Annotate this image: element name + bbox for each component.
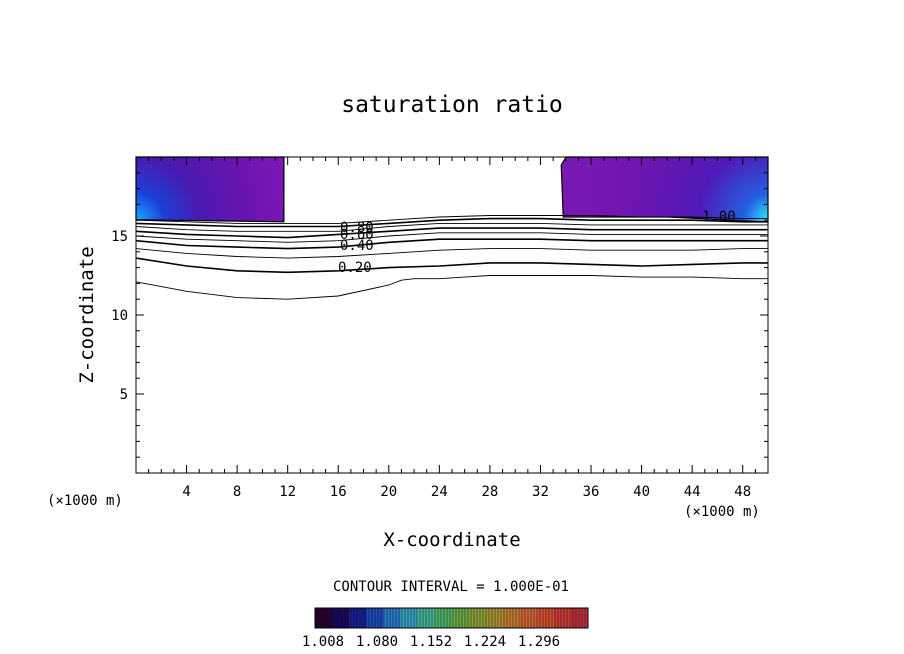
x-tick-label: 20 xyxy=(380,484,397,500)
x-tick-label: 44 xyxy=(684,484,701,500)
y-tick-labels: 5 10 15 xyxy=(111,229,128,403)
shaded-regions xyxy=(136,157,768,222)
contour-label: 0.40 xyxy=(340,238,374,254)
x-tick-labels: 4 8 12 16 20 24 28 32 36 40 44 48 xyxy=(182,484,751,500)
colorbar-swatch xyxy=(571,608,589,628)
colorbar-swatch xyxy=(503,608,521,628)
y-tick-label: 10 xyxy=(111,308,128,324)
colorbar-swatch xyxy=(554,608,572,628)
x-unit-label: (×1000 m) xyxy=(684,504,760,520)
x-tick-label: 24 xyxy=(431,484,448,500)
colorbar-swatch xyxy=(332,608,350,628)
colorbar-swatch xyxy=(486,608,504,628)
x-tick-label: 40 xyxy=(633,484,650,500)
y-axis-title: Z-coordinate xyxy=(76,246,98,383)
x-tick-label: 12 xyxy=(279,484,296,500)
colorbar-swatch xyxy=(434,608,452,628)
shaded-region-right xyxy=(561,157,768,222)
contour-label: 0.20 xyxy=(338,260,372,276)
y-tick-label: 5 xyxy=(120,387,128,403)
colorbar-tick-label: 1.152 xyxy=(410,634,452,650)
contour-interval-label: CONTOUR INTERVAL = 1.000E-01 xyxy=(333,579,569,595)
x-axis-title: X-coordinate xyxy=(383,529,520,551)
contour-line xyxy=(136,249,768,259)
x-tick-label: 28 xyxy=(481,484,498,500)
contour-line xyxy=(136,276,768,300)
colorbar xyxy=(315,608,589,628)
x-tick-label: 16 xyxy=(330,484,347,500)
x-tick-label: 8 xyxy=(233,484,241,500)
colorbar-tick-labels: 1.008 1.080 1.152 1.224 1.296 xyxy=(302,634,560,650)
x-tick-label: 36 xyxy=(583,484,600,500)
contour-line xyxy=(136,258,768,272)
shaded-region-left xyxy=(136,157,284,222)
colorbar-tick-label: 1.008 xyxy=(302,634,344,650)
colorbar-tick-label: 1.080 xyxy=(356,634,398,650)
contour-label: 1.00 xyxy=(702,209,736,225)
colorbar-swatch xyxy=(400,608,418,628)
colorbar-tick-label: 1.224 xyxy=(464,634,506,650)
x-tick-label: 32 xyxy=(532,484,549,500)
colorbar-tick-label: 1.296 xyxy=(518,634,560,650)
contour-lines xyxy=(136,216,768,300)
z-unit-label: (×1000 m) xyxy=(47,493,123,509)
chart-title: saturation ratio xyxy=(341,92,563,118)
x-tick-label: 48 xyxy=(734,484,751,500)
colorbar-swatch xyxy=(349,608,367,628)
colorbar-swatch xyxy=(383,608,401,628)
y-tick-label: 15 xyxy=(111,229,128,245)
colorbar-swatch xyxy=(452,608,470,628)
x-tick-label: 4 xyxy=(182,484,190,500)
